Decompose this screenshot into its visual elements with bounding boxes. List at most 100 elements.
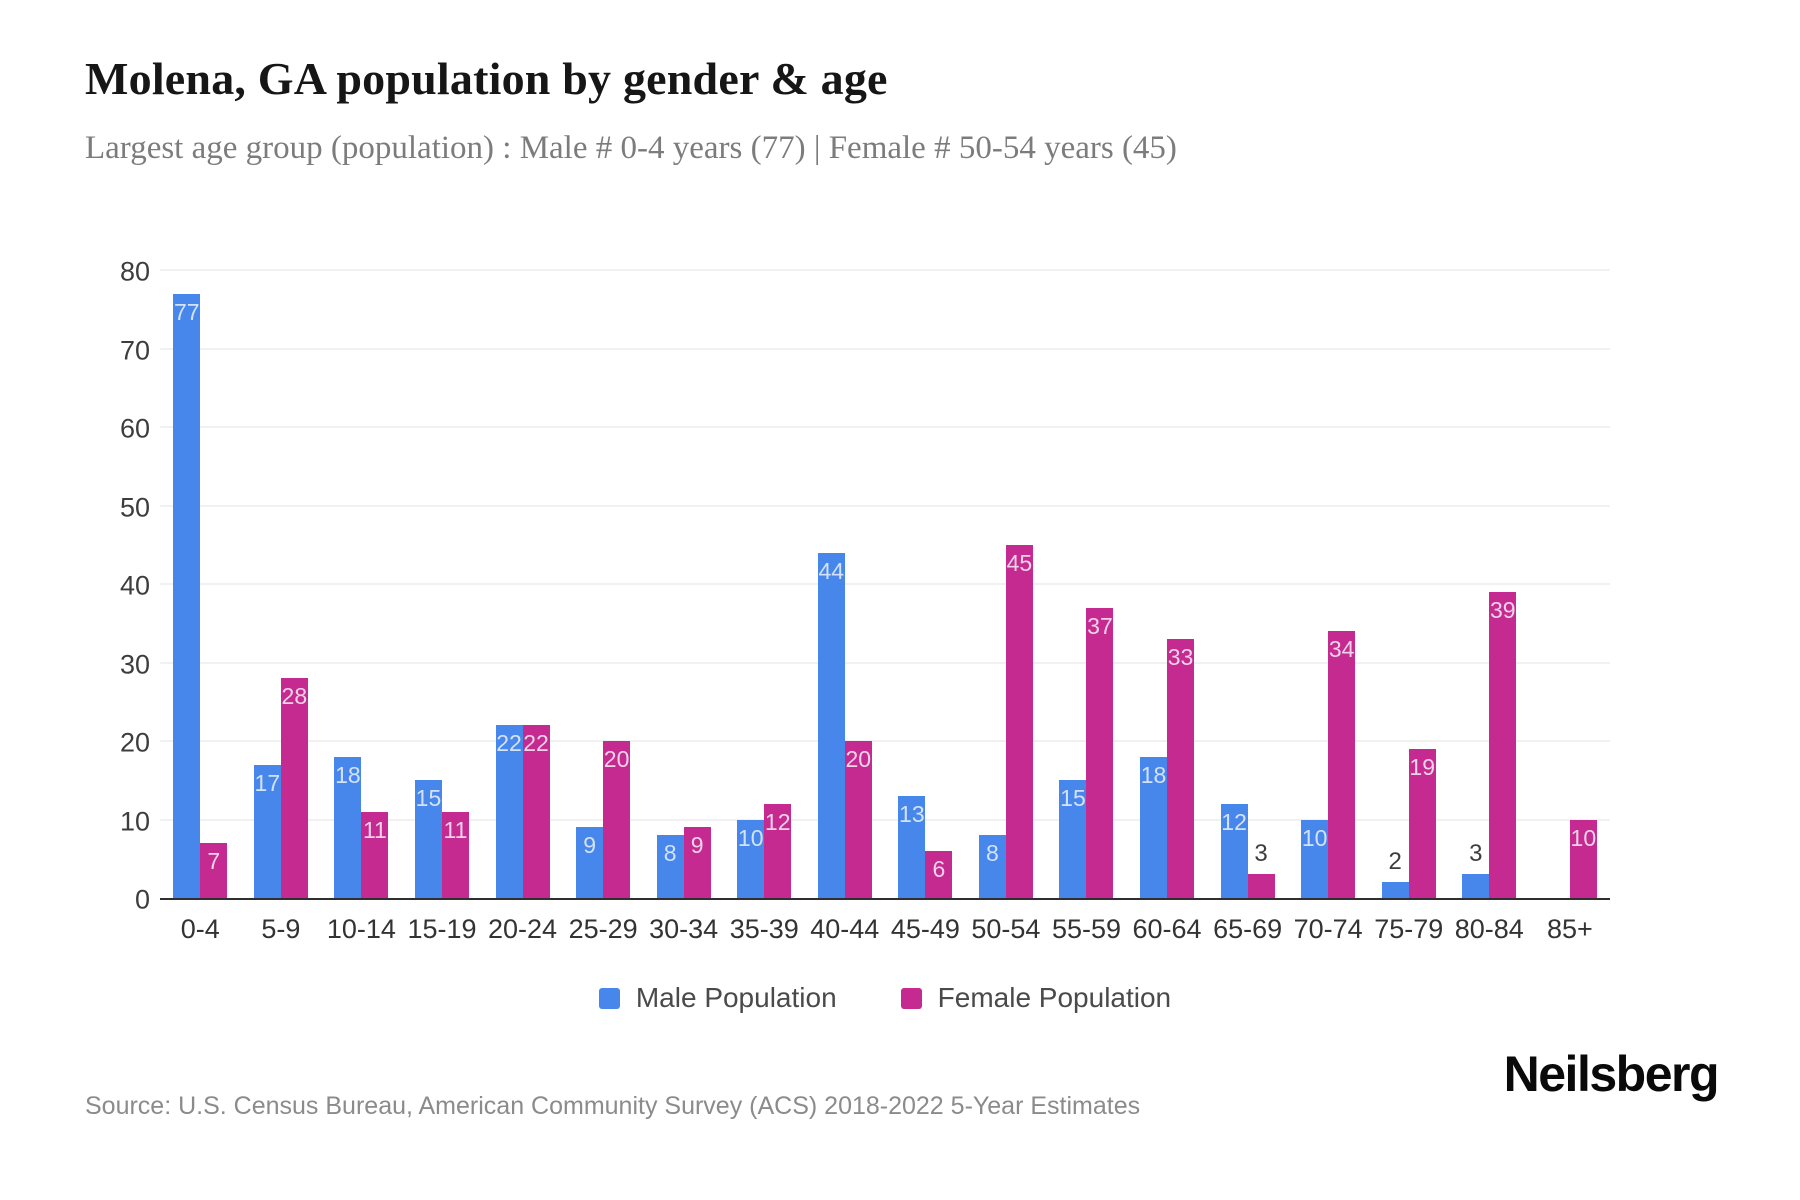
- legend-label-female: Female Population: [937, 982, 1172, 1013]
- bar-value-label: 15: [415, 785, 442, 812]
- gridline: [160, 818, 1610, 821]
- age-group-70-74: 10 34 70-74: [1288, 272, 1369, 944]
- age-group-85+: 10 85+: [1530, 272, 1611, 944]
- x-tick-label: 15-19: [407, 914, 477, 944]
- bar-value-label: 11: [362, 816, 387, 843]
- legend-item-male: Male Population: [598, 982, 837, 1014]
- gridline: [160, 504, 1610, 507]
- y-tick-label: 20: [119, 727, 150, 758]
- female-bar-30-34: 9: [683, 827, 711, 898]
- female-bar-0-4: 7: [200, 843, 228, 898]
- bar-value-label: 10: [1570, 824, 1597, 851]
- male-bar-15-19: 15: [414, 780, 442, 898]
- legend: Male Population Female Population: [160, 982, 1610, 1014]
- bar-groups: 77 7 0-4 17 28 5-9 18 11 10-14 15 11 15-19 22 22 20-24…: [160, 272, 1611, 944]
- bar-value-label: 9: [583, 832, 596, 859]
- x-tick-label: 70-74: [1293, 914, 1363, 944]
- age-group-5-9: 17 28 5-9: [241, 272, 322, 944]
- age-group-40-44: 44 20 40-44: [805, 272, 886, 944]
- legend-swatch-male-icon: [598, 987, 620, 1009]
- female-bar-40-44: 20: [844, 741, 872, 898]
- bar-value-label: 34: [1328, 636, 1355, 663]
- bar-value-label: 8: [663, 840, 677, 867]
- age-group-20-24: 22 22 20-24: [482, 272, 563, 944]
- bar-value-label: 11: [443, 816, 468, 843]
- bar-value-label: 9: [690, 832, 704, 859]
- x-tick-label: 30-34: [649, 914, 719, 944]
- male-bar-10-14: 18: [334, 756, 362, 898]
- male-bar-70-74: 10: [1301, 819, 1329, 898]
- y-axis: 0 10 20 30 40 50 60 70 80: [60, 257, 150, 915]
- x-tick-label: 75-79: [1374, 914, 1444, 944]
- y-tick-label: 40: [119, 570, 150, 601]
- male-bar-80-84: 3: [1462, 840, 1490, 898]
- male-bar-40-44: 44: [817, 552, 845, 898]
- bar-value-label: 3: [1254, 840, 1268, 868]
- gridline: [160, 347, 1610, 350]
- female-bar-20-24: 22: [522, 725, 550, 898]
- age-group-30-34: 8 9 30-34: [643, 272, 724, 944]
- female-bar-65-69: 3: [1247, 840, 1275, 898]
- bar-value-label: 7: [207, 848, 221, 875]
- y-tick-label: 80: [119, 256, 150, 287]
- age-group-25-29: 9 20 25-29: [563, 272, 644, 944]
- bar-value-label: 2: [1388, 848, 1402, 876]
- gridline: [160, 740, 1610, 742]
- male-bar-60-64: 18: [1140, 756, 1168, 898]
- female-bar-85+: 10: [1569, 819, 1597, 898]
- y-tick-label: 30: [119, 649, 150, 679]
- legend-swatch-female-icon: [900, 987, 922, 1009]
- female-bar-50-54: 45: [1005, 544, 1033, 898]
- x-tick-label: 10-14: [326, 914, 396, 944]
- x-tick-label: 5-9: [261, 914, 301, 944]
- age-group-10-14: 18 11 10-14: [321, 272, 402, 944]
- bar-value-label: 10: [737, 824, 764, 851]
- male-bar-45-49: 13: [898, 795, 926, 898]
- x-tick-label: 40-44: [810, 914, 880, 944]
- x-tick-label: 50-54: [971, 914, 1041, 944]
- x-tick-label: 55-59: [1051, 914, 1121, 944]
- age-group-35-39: 10 12 35-39: [724, 272, 805, 944]
- x-tick-label: 65-69: [1213, 914, 1283, 944]
- bar-value-label: 28: [281, 683, 308, 710]
- x-tick-label: 25-29: [568, 914, 638, 944]
- age-group-75-79: 2 19 75-79: [1368, 272, 1449, 944]
- female-bar-15-19: 11: [441, 811, 469, 898]
- male-bar-35-39: 10: [737, 819, 765, 898]
- bar-value-label: 44: [818, 557, 845, 584]
- bar-value-label: 18: [1140, 761, 1167, 788]
- bar-value-label: 13: [899, 800, 925, 827]
- age-group-60-64: 18 33 60-64: [1127, 272, 1208, 944]
- female-bar-45-49: 6: [925, 850, 953, 898]
- gridline: [160, 661, 1610, 664]
- legend-label-male: Male Population: [635, 982, 837, 1013]
- male-bar-5-9: 17: [253, 764, 281, 898]
- x-tick-label: 80-84: [1454, 914, 1524, 944]
- female-bar-35-39: 12: [764, 803, 792, 898]
- y-tick-label: 50: [119, 492, 150, 522]
- brand-logo: Neilsberg: [1503, 1046, 1720, 1102]
- bar-value-label: 6: [932, 855, 946, 882]
- age-group-45-49: 13 6 45-49: [885, 272, 966, 944]
- plot-area: 77 7 0-4 17 28 5-9 18 11 10-14 15 11 15-19 22 22 20-24…: [160, 269, 1611, 944]
- female-bar-80-84: 39: [1489, 591, 1517, 898]
- x-tick-label: 35-39: [729, 914, 799, 944]
- bar-value-label: 12: [1221, 808, 1247, 835]
- gridline: [160, 583, 1610, 585]
- gridline: [160, 426, 1610, 428]
- female-bar-60-64: 33: [1167, 638, 1195, 898]
- bar-value-label: 17: [254, 769, 281, 796]
- female-bar-55-59: 37: [1086, 607, 1114, 898]
- age-group-0-4: 77 7 0-4: [160, 272, 241, 944]
- male-bar-30-34: 8: [656, 835, 684, 898]
- bar-value-label: 22: [523, 730, 549, 757]
- female-bar-25-29: 20: [603, 741, 631, 898]
- bar-value-label: 77: [173, 298, 200, 325]
- gridline: [160, 269, 1610, 271]
- age-group-55-59: 15 37 55-59: [1046, 272, 1127, 944]
- age-group-15-19: 15 11 15-19: [402, 272, 483, 944]
- male-bar-20-24: 22: [495, 725, 523, 898]
- age-group-50-54: 8 45 50-54: [966, 272, 1047, 944]
- age-group-80-84: 3 39 80-84: [1449, 272, 1530, 944]
- x-tick-label: 45-49: [890, 914, 960, 944]
